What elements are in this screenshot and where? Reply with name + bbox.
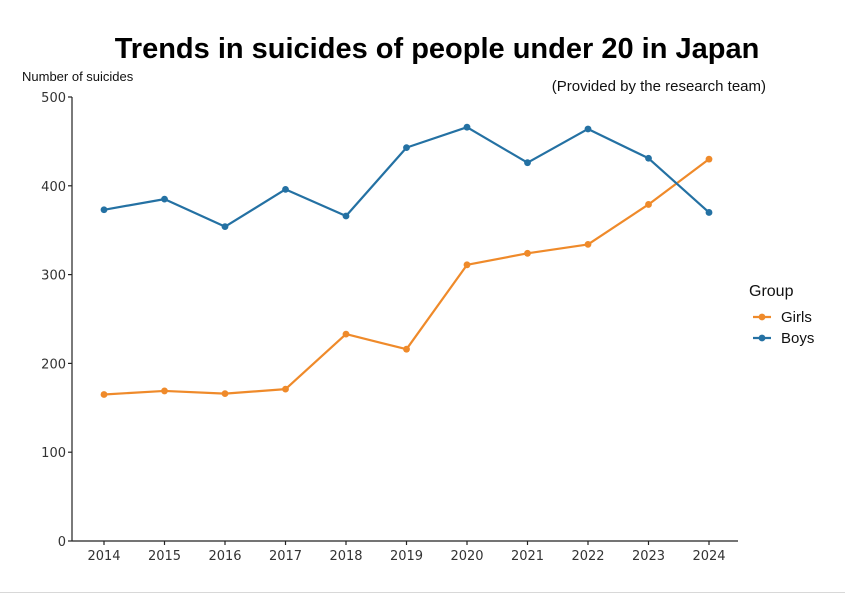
legend-label: Girls: [781, 309, 812, 326]
legend-label: Boys: [781, 330, 814, 347]
data-point-boys: [221, 223, 229, 231]
data-point-girls: [161, 387, 168, 395]
data-point-boys: [161, 195, 168, 203]
data-point-boys: [342, 212, 350, 220]
data-point-girls: [645, 201, 652, 208]
data-point-girls: [100, 391, 108, 398]
legend-swatch-marker: [758, 313, 766, 321]
data-point-boys: [403, 144, 410, 152]
data-point-girls: [221, 390, 229, 397]
data-point-girls: [282, 385, 289, 393]
x-tick-label: 2020: [450, 549, 483, 564]
data-point-boys: [584, 125, 592, 133]
legend-item-girls: Girls: [753, 309, 812, 326]
y-tick-label: 0: [58, 535, 66, 550]
x-tick-label: 2015: [148, 549, 181, 564]
series-girls: [100, 155, 713, 398]
legend-items: Girls Boys: [753, 309, 814, 347]
x-tick-label: 2023: [632, 549, 665, 564]
y-tick-label: 100: [41, 446, 66, 461]
series-line-girls: [102, 158, 711, 396]
data-point-girls: [705, 155, 713, 163]
data-point-girls: [342, 330, 350, 338]
series-line-boys: [102, 126, 711, 228]
x-tick-label: 2017: [269, 549, 302, 564]
data-point-boys: [524, 159, 531, 167]
axes: 0 100 200 300 400 500 2014 2015 2016 2017 2018 2019…: [41, 91, 738, 564]
legend: Group Girls Boys: [749, 283, 814, 347]
y-tick-label: 300: [41, 269, 66, 284]
x-tick-label: 2022: [571, 549, 604, 564]
data-point-girls: [403, 345, 410, 353]
series-boys: [100, 123, 713, 231]
x-tick-label: 2024: [692, 549, 725, 564]
y-tick-label: 200: [41, 357, 66, 372]
data-point-boys: [705, 209, 713, 216]
data-point-boys: [645, 154, 652, 162]
series-layer: [100, 123, 713, 398]
data-point-girls: [524, 249, 531, 257]
x-tick-label: 2021: [511, 549, 544, 564]
data-point-boys: [463, 123, 471, 131]
legend-swatch-marker: [758, 334, 766, 342]
bottom-divider: [0, 592, 845, 593]
x-tick-label: 2018: [329, 549, 362, 564]
legend-title: Group: [749, 283, 794, 300]
x-tick-label: 2016: [208, 549, 241, 564]
y-tick-label: 500: [41, 91, 66, 106]
data-point-boys: [282, 185, 289, 193]
x-tick-label: 2019: [390, 549, 423, 564]
legend-item-boys: Boys: [753, 330, 814, 347]
y-tick-label: 400: [41, 180, 66, 195]
chart-title: Trends in suicides of people under 20 in…: [115, 33, 760, 65]
chart-subtitle: (Provided by the research team): [552, 78, 766, 95]
data-point-boys: [100, 206, 108, 214]
data-point-girls: [463, 261, 471, 269]
x-tick-label: 2014: [87, 549, 120, 564]
data-point-girls: [584, 241, 592, 248]
y-axis-label: Number of suicides: [22, 69, 134, 84]
